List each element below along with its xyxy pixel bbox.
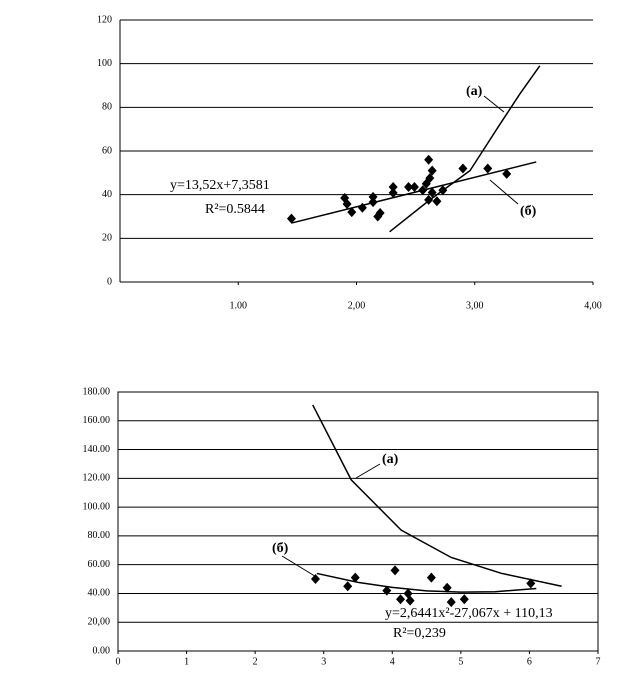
data-point xyxy=(343,581,353,592)
trend-line xyxy=(316,572,537,593)
x-tick-label: 2 xyxy=(253,656,258,667)
label-leader xyxy=(281,555,319,579)
data-point xyxy=(347,207,357,218)
y-tick-label: 60.00 xyxy=(88,559,111,570)
data-point xyxy=(425,173,435,184)
x-tick-label: 2,00 xyxy=(348,300,366,311)
data-point xyxy=(404,182,414,193)
data-point xyxy=(286,213,296,224)
curve-label: (а) xyxy=(466,84,483,99)
y-tick-label: 20,00 xyxy=(88,617,111,628)
curve-label: (а) xyxy=(382,452,399,467)
curve-label: (б) xyxy=(272,541,289,556)
data-point xyxy=(502,168,512,179)
data-point xyxy=(442,582,452,593)
label-leader xyxy=(483,95,505,113)
label-leader xyxy=(489,179,519,205)
data-point xyxy=(388,182,398,193)
data-point xyxy=(388,187,398,198)
y-tick-label: 80.00 xyxy=(88,530,111,541)
y-tick-label: 180.00 xyxy=(83,386,111,397)
y-tick-label: 60 xyxy=(102,145,112,156)
y-tick-label: 40 xyxy=(102,189,112,200)
data-point xyxy=(483,163,493,174)
y-tick-label: 160.00 xyxy=(83,415,111,426)
data-point xyxy=(342,199,352,210)
data-point xyxy=(459,594,469,605)
data-point xyxy=(310,574,320,585)
data-point xyxy=(458,163,468,174)
x-tick-label: 1.00 xyxy=(230,300,248,311)
data-point xyxy=(409,182,419,193)
data-point xyxy=(446,597,456,608)
x-tick-label: 4 xyxy=(390,656,395,667)
y-tick-label: 0.00 xyxy=(93,645,111,656)
y-tick-label: 120 xyxy=(97,14,112,25)
data-point xyxy=(390,565,400,576)
plot-border xyxy=(117,391,599,652)
y-tick-label: 20 xyxy=(102,233,112,244)
data-point xyxy=(427,165,437,176)
data-point xyxy=(375,208,385,219)
x-tick-label: 4,00 xyxy=(584,300,602,311)
x-tick-label: 7 xyxy=(596,656,601,667)
data-point xyxy=(426,572,436,583)
y-tick-label: 140.00 xyxy=(83,444,111,455)
data-point xyxy=(350,572,360,583)
curve-label: (б) xyxy=(520,204,537,219)
data-point xyxy=(432,196,442,207)
y-tick-label: 0 xyxy=(107,276,112,287)
x-tick-label: 3,00 xyxy=(466,300,484,311)
trend-line xyxy=(312,404,562,587)
data-point xyxy=(405,595,415,606)
annotation: R²=0.5844 xyxy=(205,202,265,217)
x-tick-label: 1 xyxy=(184,656,189,667)
annotation: y=2,6441x²-27,067x + 110,13 xyxy=(385,606,553,621)
x-tick-label: 6 xyxy=(527,656,532,667)
data-point xyxy=(424,154,434,165)
trend-line xyxy=(291,161,537,224)
data-point xyxy=(382,585,392,596)
x-tick-label: 3 xyxy=(321,656,326,667)
y-tick-label: 80 xyxy=(102,102,112,113)
x-tick-label: 0 xyxy=(116,656,121,667)
y-tick-label: 120.00 xyxy=(83,473,111,484)
data-point xyxy=(427,187,437,198)
label-leader xyxy=(355,463,381,479)
y-tick-label: 100.00 xyxy=(83,501,111,512)
data-point xyxy=(368,191,378,202)
trend-line xyxy=(389,65,541,233)
y-tick-label: 40.00 xyxy=(88,588,111,599)
annotation: y=13,52x+7,3581 xyxy=(170,178,270,193)
annotation: R²=0,239 xyxy=(393,626,446,641)
y-tick-label: 100 xyxy=(97,58,112,69)
data-point xyxy=(396,594,406,605)
x-tick-label: 5 xyxy=(458,656,463,667)
